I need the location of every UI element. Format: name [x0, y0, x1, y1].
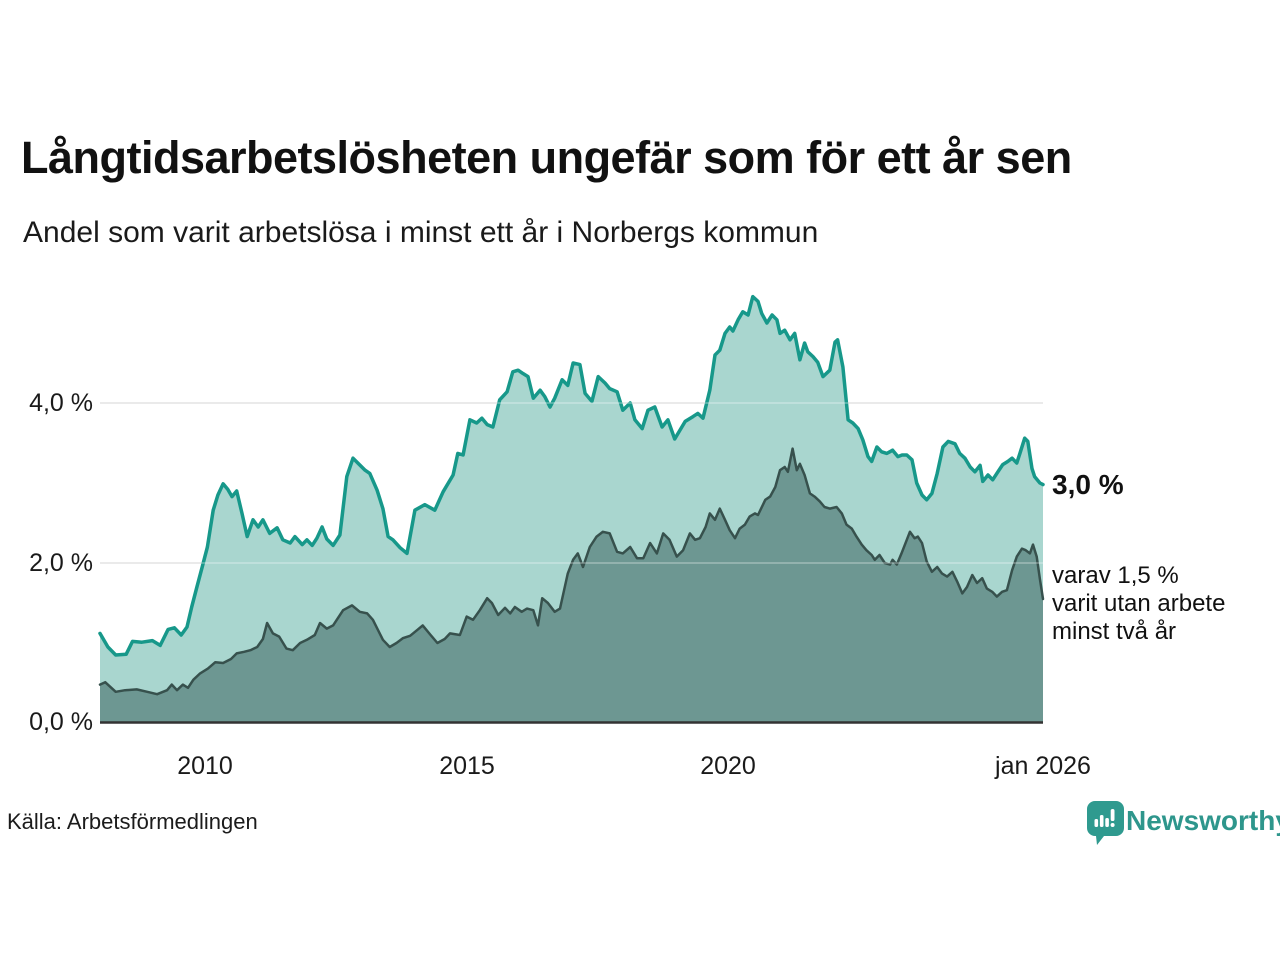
y-tick-2pct: 2,0 %: [29, 549, 93, 577]
series-two-year-area: [100, 448, 1043, 723]
newsworthy-logo-text: Newsworthy: [1126, 805, 1280, 836]
source-credit: Källa: Arbetsförmedlingen: [7, 809, 258, 834]
chart-subtitle: Andel som varit arbetslösa i minst ett å…: [23, 216, 819, 249]
series-two-year-line: [98, 447, 1045, 696]
chart-title: Långtidsarbetslösheten ungefär som för e…: [21, 132, 1072, 183]
newsworthy-logo-icon: [1087, 801, 1124, 845]
x-tick-2010: 2010: [177, 752, 233, 780]
two-year-annotation: varav 1,5 % varit utan arbete minst två …: [1052, 562, 1225, 646]
annotation-line-3: minst två år: [1052, 618, 1177, 645]
annotation-line-2: varit utan arbete: [1052, 590, 1226, 617]
x-tick-2020: 2020: [700, 752, 756, 780]
x-tick-jan-2026: jan 2026: [995, 752, 1091, 780]
logo-bar-chart-glyph: [1094, 809, 1115, 827]
newsworthy-logo: Newsworthy: [1087, 801, 1280, 851]
y-tick-4pct: 4,0 %: [29, 389, 93, 417]
end-value-label: 3,0 %: [1052, 469, 1124, 500]
x-tick-2015: 2015: [439, 752, 495, 780]
annotation-line-1: varav 1,5 %: [1052, 562, 1179, 589]
series-total-line: [98, 294, 1045, 657]
series-group: [98, 294, 1045, 723]
y-tick-0pct: 0,0 %: [29, 708, 93, 736]
